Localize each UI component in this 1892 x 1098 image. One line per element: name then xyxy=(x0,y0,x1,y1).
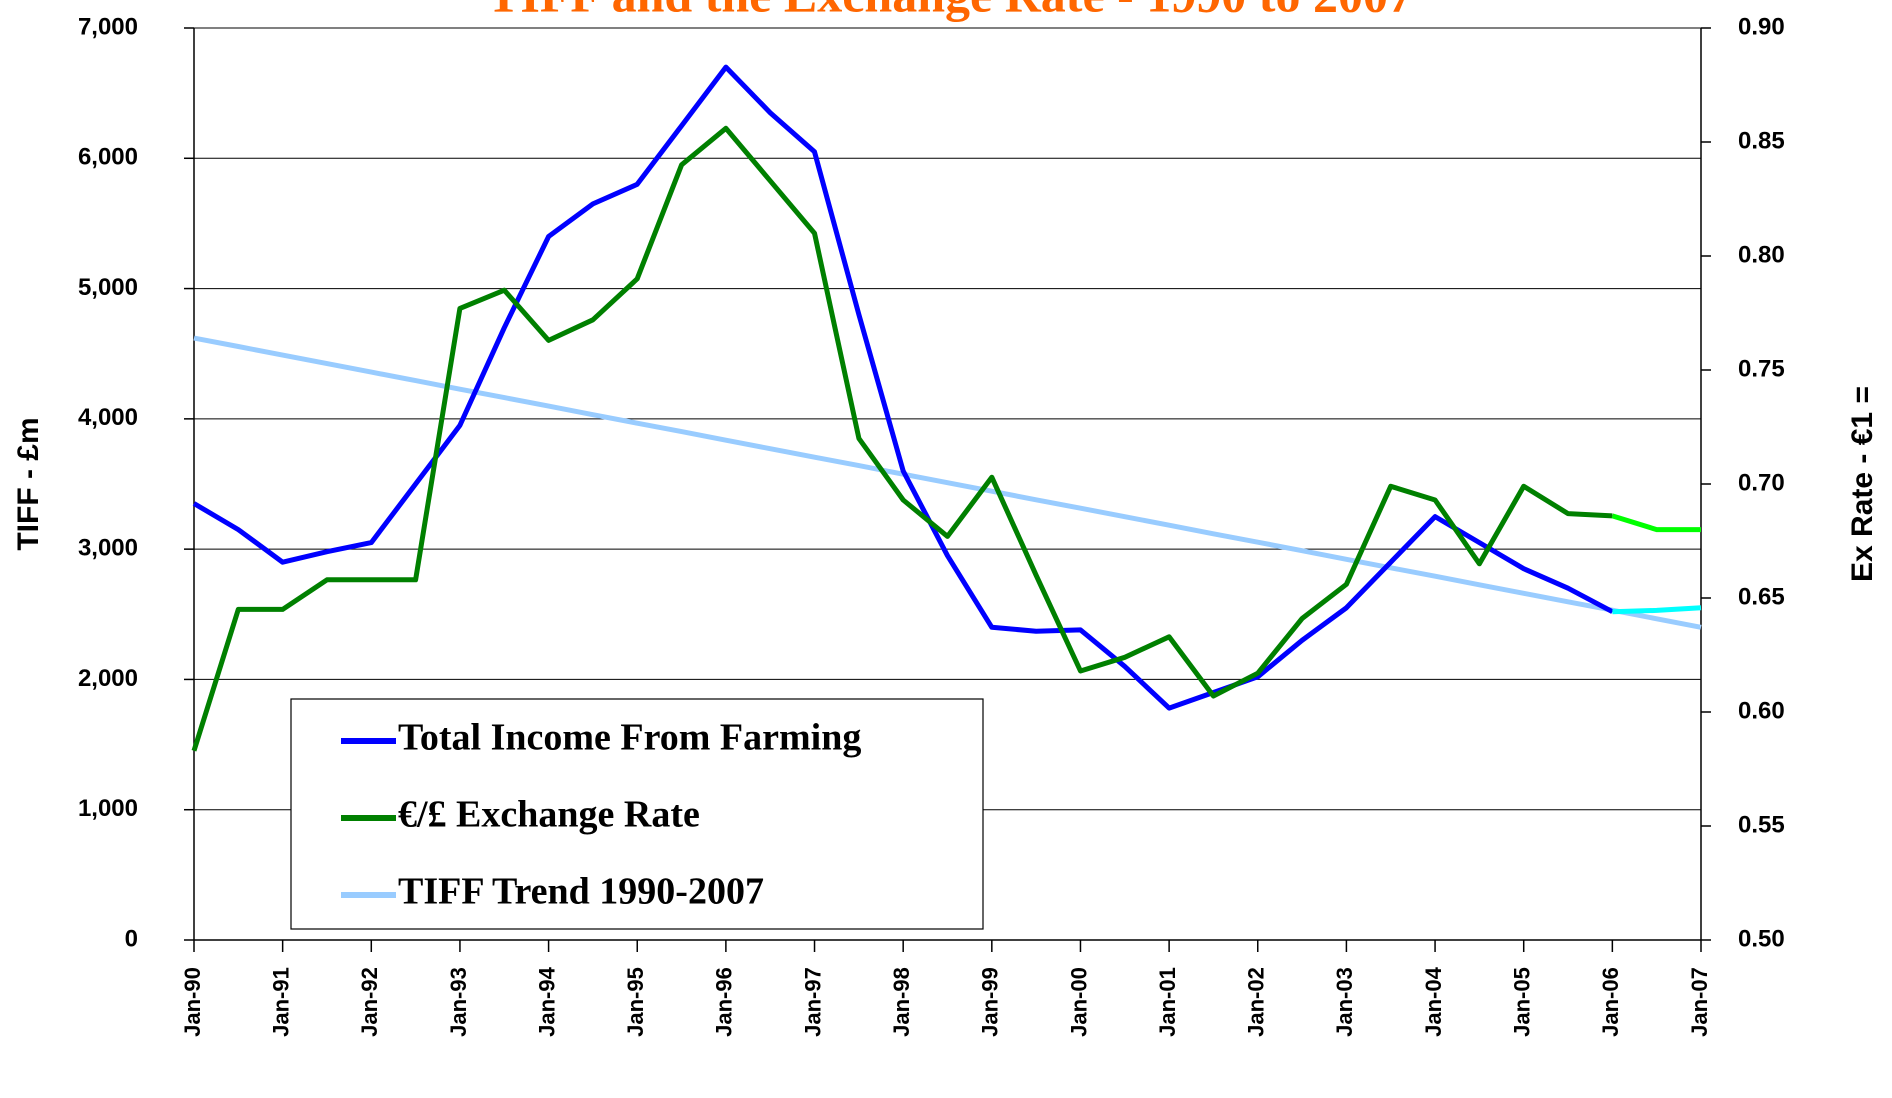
y-tick-label: 4,000 xyxy=(78,404,138,431)
x-tick-label: Jan-96 xyxy=(712,967,737,1037)
y2-tick-label: 0.80 xyxy=(1738,241,1785,268)
legend-label: €/£ Exchange Rate xyxy=(398,794,700,836)
series-line xyxy=(192,64,1614,711)
y2-axis-title: Ex Rate - €1 = xyxy=(1846,386,1879,582)
chart-title: TIFF and the Exchange Rate - 1990 to 200… xyxy=(487,0,1413,22)
x-tick-label: Jan-91 xyxy=(268,967,293,1037)
series-line xyxy=(193,335,1702,630)
y-tick-label: 6,000 xyxy=(78,144,138,171)
x-tick-label: Jan-04 xyxy=(1421,966,1446,1036)
y-tick-label: 5,000 xyxy=(78,274,138,301)
y-tick-label: 7,000 xyxy=(78,13,138,40)
y2-tick-label: 0.65 xyxy=(1738,583,1785,610)
y2-tick-label: 0.50 xyxy=(1738,925,1785,952)
legend-label: TIFF Trend 1990-2007 xyxy=(398,871,764,913)
x-tick-label: Jan-97 xyxy=(800,967,825,1037)
y2-tick-label: 0.90 xyxy=(1738,13,1785,40)
x-tick-label: Jan-95 xyxy=(623,967,648,1037)
legend-box xyxy=(290,698,984,930)
x-tick-label: Jan-94 xyxy=(534,966,559,1036)
legend-label: Total Income From Farming xyxy=(398,717,861,759)
x-tick-label: Jan-98 xyxy=(889,967,914,1037)
x-tick-label: Jan-06 xyxy=(1598,967,1623,1037)
series-line xyxy=(1612,605,1702,615)
x-tick-label: Jan-00 xyxy=(1066,967,1091,1037)
y-tick-label: 3,000 xyxy=(78,534,138,561)
x-tick-label: Jan-03 xyxy=(1332,967,1357,1037)
y2-tick-label: 0.85 xyxy=(1738,127,1785,154)
x-tick-label: Jan-99 xyxy=(978,967,1003,1037)
y2-tick-label: 0.55 xyxy=(1738,811,1785,838)
x-tick-label: Jan-92 xyxy=(357,967,382,1037)
x-tick-label: Jan-07 xyxy=(1687,967,1712,1037)
x-tick-label: Jan-93 xyxy=(446,967,471,1037)
y2-tick-label: 0.75 xyxy=(1738,355,1785,382)
x-tick-label: Jan-05 xyxy=(1510,967,1535,1037)
y-tick-label: 2,000 xyxy=(78,665,138,692)
x-tick-label: Jan-90 xyxy=(180,967,205,1037)
y-tick-label: 1,000 xyxy=(78,795,138,822)
x-tick-label: Jan-01 xyxy=(1155,967,1180,1037)
series-line xyxy=(191,125,1613,752)
y-axis-title: TIFF - £m xyxy=(12,417,45,550)
x-tick-label: Jan-02 xyxy=(1244,967,1269,1037)
y2-tick-label: 0.60 xyxy=(1738,697,1785,724)
y-tick-label: 0 xyxy=(125,925,138,952)
y2-tick-label: 0.70 xyxy=(1738,469,1785,496)
series-line xyxy=(1611,513,1701,533)
